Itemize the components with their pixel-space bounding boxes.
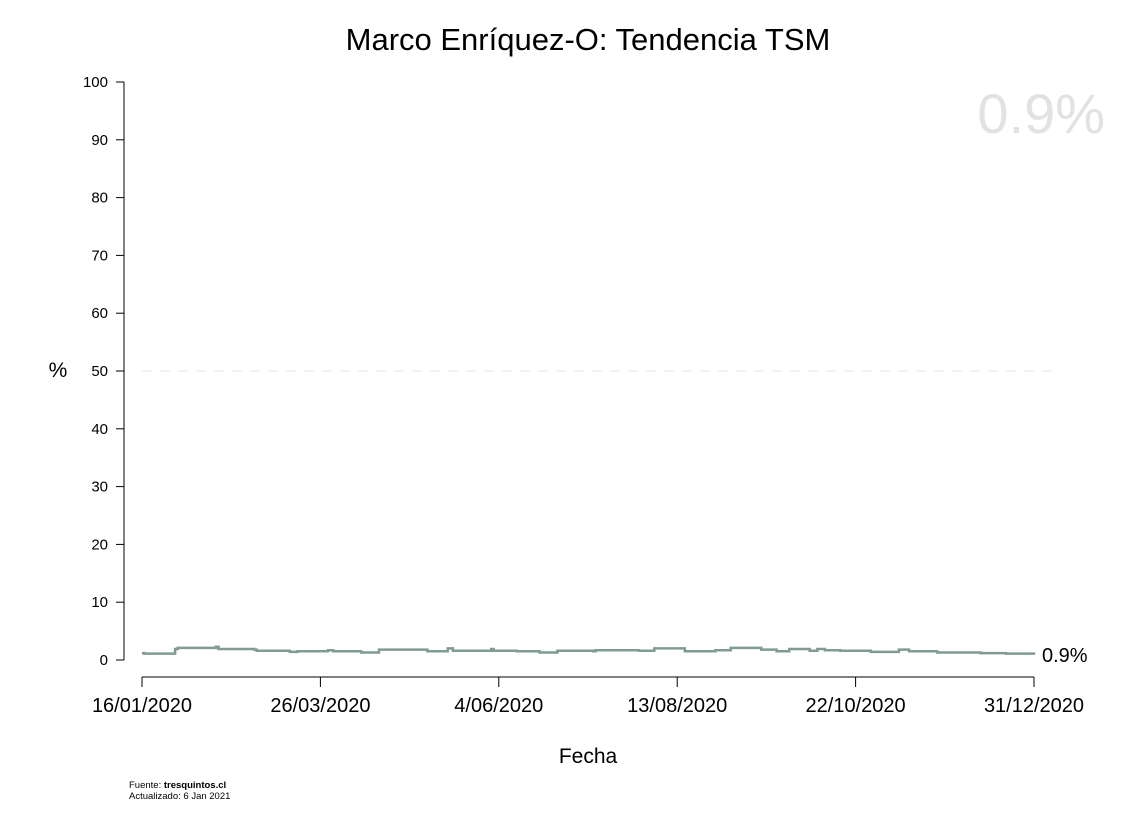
x-tick-label: 26/03/2020 xyxy=(270,695,370,717)
y-tick-label: 0 xyxy=(100,652,108,669)
end-value-label: 0.9% xyxy=(1042,645,1088,667)
y-tick-label: 30 xyxy=(91,479,108,496)
source-prefix: Fuente: xyxy=(129,780,164,791)
x-tick-label: 22/10/2020 xyxy=(806,695,906,717)
x-tick-label: 13/08/2020 xyxy=(627,695,727,717)
y-tick-label: 20 xyxy=(91,536,108,553)
y-tick-label: 80 xyxy=(91,190,108,207)
x-axis-label: Fecha xyxy=(559,745,618,768)
y-tick-label: 40 xyxy=(91,421,108,438)
x-tick-label: 4/06/2020 xyxy=(454,695,543,717)
y-tick-label: 60 xyxy=(91,305,108,322)
x-tick-label: 31/12/2020 xyxy=(984,695,1084,717)
y-axis-label: % xyxy=(49,359,68,382)
footer: Fuente: tresquintos.cl Actualizado: 6 Ja… xyxy=(129,780,230,802)
chart-title: Marco Enríquez-O: Tendencia TSM xyxy=(346,22,831,57)
y-tick-label: 10 xyxy=(91,594,108,611)
source-line: Fuente: tresquintos.cl xyxy=(129,780,230,791)
y-tick-label: 70 xyxy=(91,247,108,264)
x-tick-label: 16/01/2020 xyxy=(92,695,192,717)
y-tick-label: 50 xyxy=(91,363,108,380)
y-tick-label: 90 xyxy=(91,132,108,149)
updated-line: Actualizado: 6 Jan 2021 xyxy=(129,791,231,802)
y-tick-label: 100 xyxy=(83,74,108,91)
series-line xyxy=(142,645,1036,655)
source-name: tresquintos.cl xyxy=(163,780,227,791)
highlight-value: 0.9% xyxy=(977,82,1105,145)
